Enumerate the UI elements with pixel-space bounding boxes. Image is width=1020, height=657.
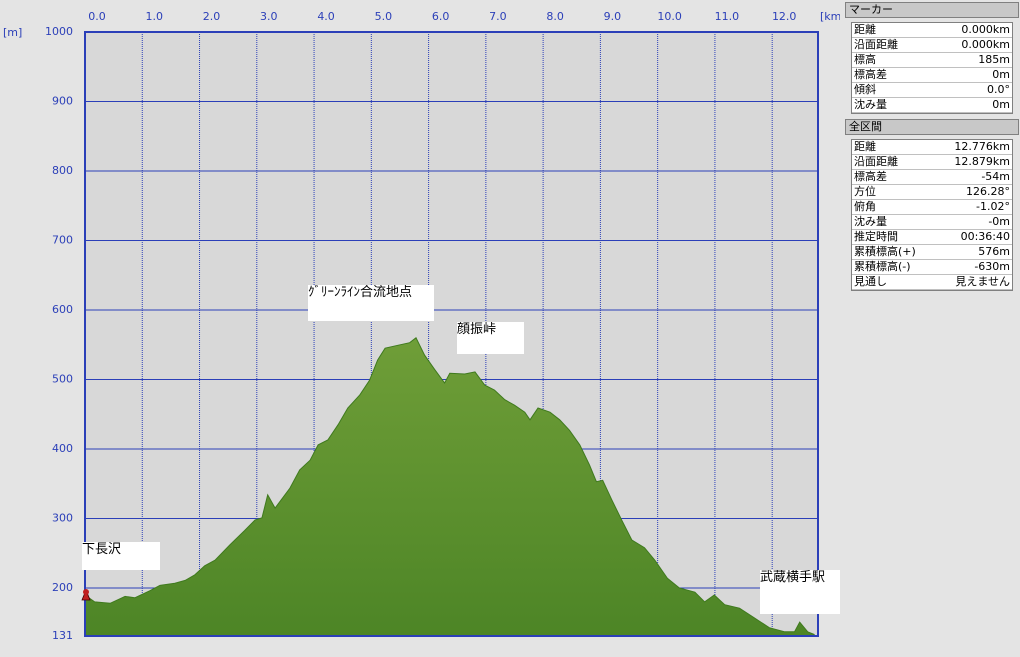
y-tick-label: 1000 <box>45 25 73 38</box>
x-tick-label: 11.0 <box>715 10 740 23</box>
panel-row: 累積標高(-) -630m <box>852 260 1012 275</box>
y-tick-label: 600 <box>52 303 73 316</box>
y-tick-label: 300 <box>52 512 73 525</box>
total-panel: 全区間距離 12.776km 沿面距離 12.879km 標高差 -54m 方位 126.28… <box>845 119 1019 291</box>
y-tick-label: 131 <box>52 629 73 642</box>
panel-row: 標高差 -54m <box>852 170 1012 185</box>
row-value: 12.776km <box>954 140 1010 153</box>
row-label: 累積標高(+) <box>854 245 916 258</box>
y-tick-label: 800 <box>52 164 73 177</box>
row-value: 185m <box>978 53 1010 66</box>
panel-row: 標高差 0m <box>852 68 1012 83</box>
row-label: 傾斜 <box>854 83 876 96</box>
y-tick-label: 400 <box>52 442 73 455</box>
x-axis-label: [km] <box>820 10 840 23</box>
x-tick-label: 6.0 <box>432 10 450 23</box>
x-tick-label: 12.0 <box>772 10 797 23</box>
x-tick-label: 2.0 <box>203 10 221 23</box>
annotation-box <box>308 285 434 321</box>
annotation-box <box>457 322 524 354</box>
row-label: 沈み量 <box>854 215 887 228</box>
row-value: 0.000km <box>961 38 1010 51</box>
x-tick-label: 9.0 <box>604 10 622 23</box>
profile-line <box>84 337 815 636</box>
row-value: -1.02° <box>976 200 1010 213</box>
row-value: 00:36:40 <box>960 230 1010 243</box>
row-label: 方位 <box>854 185 876 198</box>
panel-row: 距離 0.000km <box>852 23 1012 38</box>
row-label: 沈み量 <box>854 98 887 111</box>
panel-row: 傾斜 0.0° <box>852 83 1012 98</box>
annotation-text: 顔振峠 <box>457 322 497 337</box>
panel-row: 累積標高(+) 576m <box>852 245 1012 260</box>
y-tick-label: 900 <box>52 95 73 108</box>
row-value: 0m <box>992 68 1010 81</box>
row-value: -0m <box>988 215 1010 228</box>
row-value: 126.28° <box>966 185 1010 198</box>
x-tick-label: 7.0 <box>489 10 507 23</box>
area-fill <box>85 337 815 636</box>
annotation-box <box>82 542 160 570</box>
plot-frame <box>84 31 819 637</box>
annotation-box <box>760 570 840 614</box>
panel-row: 方位 126.28° <box>852 185 1012 200</box>
chart: 131 200 300 400 500 600 700 800 900 1000 0.0 1.0 2.0… <box>3 10 840 642</box>
x-tick-label: 0.0 <box>88 10 106 23</box>
row-label: 見通し <box>854 275 887 288</box>
x-tick-label: 5.0 <box>375 10 393 23</box>
row-label: 標高 <box>854 53 876 66</box>
y-tick-label: 500 <box>52 373 73 386</box>
row-value: -630m <box>974 260 1010 273</box>
panel-row: 沈み量 -0m <box>852 215 1012 230</box>
y-axis-label: [m] <box>3 26 22 39</box>
row-value: 0.000km <box>961 23 1010 36</box>
row-label: 累積標高(-) <box>854 260 911 273</box>
x-tick-label: 1.0 <box>146 10 164 23</box>
x-tick-label: 8.0 <box>546 10 564 23</box>
marker-panel: マーカー距離 0.000km 沿面距離 0.000km 標高 185m 標高差 0m 傾斜 0.0… <box>845 2 1019 114</box>
annotation-text: 武蔵横手駅 <box>760 570 826 585</box>
row-label: 俯角 <box>854 200 876 213</box>
annotation: ｸﾞﾘｰﾝﾗｲﾝ合流地点 <box>308 285 413 300</box>
row-value: 0m <box>992 98 1010 111</box>
panel-title: 全区間 <box>845 119 1019 135</box>
y-tick-label: 200 <box>52 581 73 594</box>
row-value: 12.879km <box>954 155 1010 168</box>
panel-row: 見通し 見えません <box>852 275 1012 290</box>
panel-rows: 距離 12.776km 沿面距離 12.879km 標高差 -54m 方位 126.28° 俯角… <box>851 139 1013 291</box>
y-tick-label: 700 <box>52 234 73 247</box>
annotation: 武蔵横手駅 <box>760 570 826 585</box>
panel-row: 推定時間 00:36:40 <box>852 230 1012 245</box>
marker-icon <box>83 589 89 595</box>
row-label: 沿面距離 <box>854 155 898 168</box>
panel-title: マーカー <box>845 2 1019 18</box>
row-value: 576m <box>978 245 1010 258</box>
panel-row: 俯角 -1.02° <box>852 200 1012 215</box>
annotation: 顔振峠 <box>457 322 497 337</box>
panel-row: 沿面距離 12.879km <box>852 155 1012 170</box>
panel-row: 距離 12.776km <box>852 140 1012 155</box>
x-tick-label: 4.0 <box>317 10 335 23</box>
row-value: 見えません <box>955 275 1010 288</box>
row-value: -54m <box>981 170 1010 183</box>
x-tick-label: 10.0 <box>657 10 682 23</box>
panel-row: 沈み量 0m <box>852 98 1012 113</box>
panel-rows: 距離 0.000km 沿面距離 0.000km 標高 185m 標高差 0m 傾斜 0.0° 沈み量… <box>851 22 1013 114</box>
panel-row: 沿面距離 0.000km <box>852 38 1012 53</box>
panel-row: 標高 185m <box>852 53 1012 68</box>
annotation-text: 下長沢 <box>82 542 122 557</box>
row-label: 沿面距離 <box>854 38 898 51</box>
row-label: 標高差 <box>854 68 887 81</box>
row-label: 推定時間 <box>854 230 898 243</box>
row-label: 標高差 <box>854 170 887 183</box>
row-value: 0.0° <box>987 83 1010 96</box>
row-label: 距離 <box>854 23 876 36</box>
x-tick-label: 3.0 <box>260 10 278 23</box>
annotation-text: ｸﾞﾘｰﾝﾗｲﾝ合流地点 <box>308 285 413 300</box>
annotation: 下長沢 <box>82 542 122 557</box>
row-label: 距離 <box>854 140 876 153</box>
